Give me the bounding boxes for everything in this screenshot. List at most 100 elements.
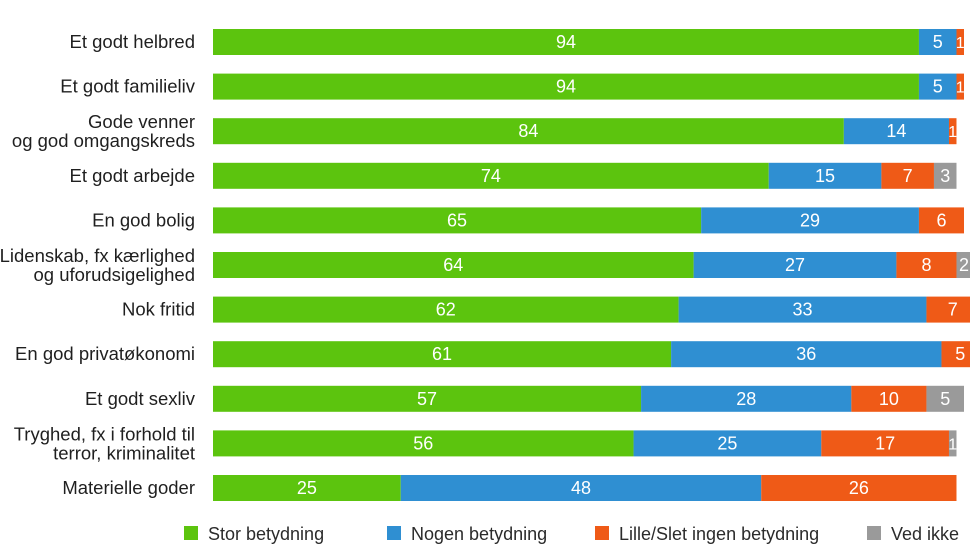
data-label: 94 <box>556 32 576 52</box>
bar-segment-nogen-betydning <box>693 252 897 278</box>
category-label-line: Nok fritid <box>122 299 195 320</box>
data-label: 17 <box>875 433 895 453</box>
bar-segment-stor-betydning <box>213 29 919 55</box>
bar-segment-nogen-betydning <box>400 475 762 501</box>
data-label: 1 <box>956 80 965 97</box>
category-label-line: En god bolig <box>92 209 195 230</box>
data-label: 6 <box>936 210 946 230</box>
legend-swatch <box>867 526 881 540</box>
bar-segment-nogen-betydning <box>701 207 919 234</box>
bar-segment-ved-ikke <box>926 385 964 412</box>
data-label: 1 <box>948 124 957 141</box>
bar-segment-stor-betydning <box>213 430 634 457</box>
bar-segment-lilleslet-ingen-betydning <box>956 73 964 100</box>
data-label: 27 <box>785 255 805 275</box>
data-label: 10 <box>879 389 899 409</box>
category-label-line: Lidenskab, fx kærlighed <box>0 245 195 266</box>
category-label: Et godt sexliv <box>85 388 196 409</box>
category-label: Materielle goder <box>62 477 195 498</box>
category-label-line: Materielle goder <box>62 477 195 498</box>
data-label: 1 <box>956 35 965 52</box>
bar-segment-lilleslet-ingen-betydning <box>948 118 957 145</box>
category-label: Nok fritid <box>122 299 195 320</box>
category-label-line: Et godt sexliv <box>85 388 196 409</box>
bar-segment-lilleslet-ingen-betydning <box>761 475 957 501</box>
category-label-line: Et godt arbejde <box>70 165 195 186</box>
bar-segment-nogen-betydning <box>678 296 927 323</box>
bar-segment-lilleslet-ingen-betydning <box>956 29 964 55</box>
data-label: 25 <box>297 478 317 498</box>
bar-segment-stor-betydning <box>213 475 401 501</box>
bar-segment-ved-ikke <box>948 430 957 457</box>
bar-segment-nogen-betydning <box>918 73 957 100</box>
bar-segment-nogen-betydning <box>641 385 852 412</box>
category-label-line: og uforudsigelighed <box>34 264 196 285</box>
bar-segment-nogen-betydning <box>671 341 942 368</box>
bar-segment-lilleslet-ingen-betydning <box>821 430 949 457</box>
data-label: 94 <box>556 77 576 97</box>
data-label: 5 <box>933 32 943 52</box>
bar-segment-stor-betydning <box>213 341 672 368</box>
data-label: 33 <box>793 300 813 320</box>
bar-segment-stor-betydning <box>213 385 642 412</box>
category-label: Tryghed, fx i forhold til terror, krimina… <box>14 423 195 463</box>
data-label: 56 <box>413 433 433 453</box>
legend-swatch <box>595 526 609 540</box>
category-label-line: terror, kriminalitet <box>53 442 195 463</box>
bar-segment-stor-betydning <box>213 296 679 323</box>
bar-segment-nogen-betydning <box>843 118 949 145</box>
bar-segment-lilleslet-ingen-betydning <box>881 162 934 189</box>
bar-segment-lilleslet-ingen-betydning <box>851 385 927 412</box>
data-label: 1 <box>948 436 957 453</box>
bar-segment-stor-betydning <box>213 207 702 234</box>
data-label: 48 <box>571 478 591 498</box>
bar-segment-lilleslet-ingen-betydning <box>926 296 970 323</box>
data-label: 14 <box>886 121 906 141</box>
legend-label: Stor betydning <box>208 524 324 544</box>
legend-label: Lille/Slet ingen betydning <box>619 524 819 544</box>
data-label: 64 <box>443 255 463 275</box>
bar-segment-nogen-betydning <box>768 162 882 189</box>
data-label: 2 <box>959 255 969 275</box>
bar-segment-stor-betydning <box>213 118 844 145</box>
bar-segment-ved-ikke <box>956 252 970 278</box>
bar-segment-ved-ikke <box>933 162 957 189</box>
legend-swatch <box>184 526 198 540</box>
bar-segment-stor-betydning <box>213 162 769 189</box>
bar-segment-stor-betydning <box>213 73 919 100</box>
data-label: 62 <box>436 300 456 320</box>
data-label: 5 <box>940 389 950 409</box>
data-label: 28 <box>736 389 756 409</box>
data-label: 5 <box>955 344 965 364</box>
category-label: Et godt familieliv <box>60 76 195 97</box>
category-label-line: Et godt helbred <box>70 31 195 52</box>
data-label: 65 <box>447 210 467 230</box>
data-label: 84 <box>518 121 538 141</box>
category-label-line: Et godt familieliv <box>60 76 195 97</box>
data-label: 3 <box>940 166 950 186</box>
category-label-line: Tryghed, fx i forhold til <box>14 423 195 444</box>
bar-segment-nogen-betydning <box>633 430 822 457</box>
data-label: 57 <box>417 389 437 409</box>
bar-segment-nogen-betydning <box>918 29 957 55</box>
bar-segment-lilleslet-ingen-betydning <box>941 341 970 368</box>
data-label: 15 <box>815 166 835 186</box>
data-label: 29 <box>800 210 820 230</box>
data-label: 7 <box>948 300 958 320</box>
bar-segment-lilleslet-ingen-betydning <box>918 207 964 234</box>
category-label-line: En god privatøkonomi <box>15 343 195 364</box>
category-label: Et godt arbejde <box>70 165 195 186</box>
legend-swatch <box>387 526 401 540</box>
category-label: Gode venner og god omgangskreds <box>12 111 195 151</box>
bar-segment-stor-betydning <box>213 252 694 278</box>
category-label: Et godt helbred <box>70 31 195 52</box>
data-label: 36 <box>796 344 816 364</box>
category-label-line: Gode venner <box>88 111 195 132</box>
data-label: 8 <box>921 255 931 275</box>
category-label: En god bolig <box>92 209 195 230</box>
data-label: 25 <box>717 433 737 453</box>
data-label: 26 <box>849 478 869 498</box>
bar-segment-lilleslet-ingen-betydning <box>896 252 957 278</box>
